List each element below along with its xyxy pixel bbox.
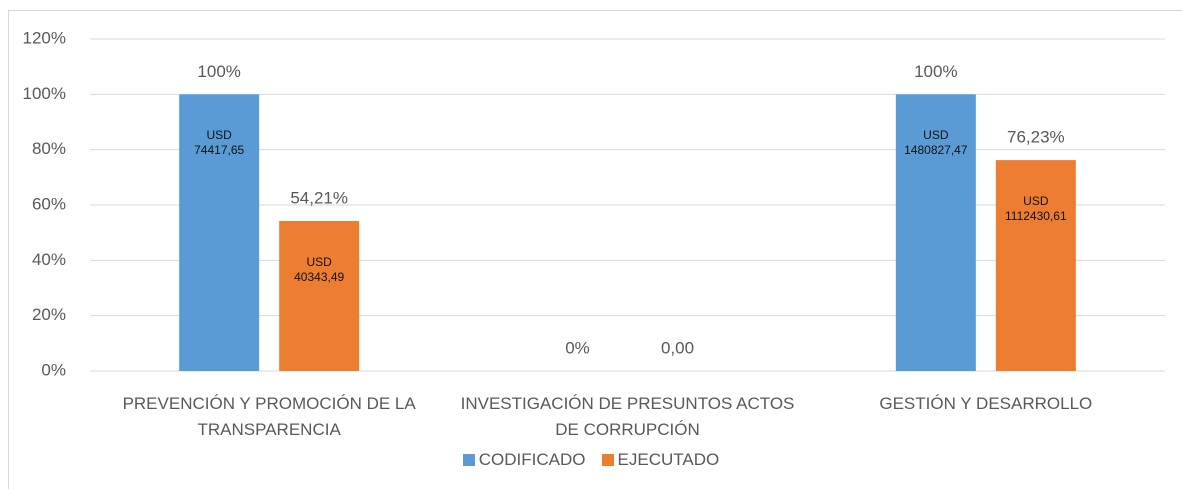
value-label: 0%: [565, 338, 590, 357]
y-tick-label: 0%: [41, 360, 66, 379]
value-label: 76,23%: [1007, 128, 1065, 147]
y-tick-label: 60%: [32, 194, 66, 213]
legend-label: EJECUTADO: [617, 450, 720, 469]
x-tick-label: PREVENCIÓN Y PROMOCIÓN DE LA TRANSPARENC…: [122, 394, 416, 439]
y-tick-label: 20%: [32, 305, 66, 324]
chart-border: [8, 10, 1182, 489]
legend: CODIFICADO EJECUTADO: [0, 450, 1182, 470]
amount-label: USD 1480827,47: [904, 128, 968, 158]
y-tick-label: 40%: [32, 250, 66, 269]
amount-label: USD 1112430,61: [1005, 194, 1067, 224]
bar: [179, 94, 260, 371]
value-label: 0,00: [661, 338, 694, 357]
legend-swatch: [462, 454, 475, 466]
value-label: 100%: [197, 62, 240, 81]
bar: [895, 94, 976, 371]
x-tick-label: GESTIÓN Y DESARROLLO: [879, 394, 1093, 413]
amount-label: USD 74417,65: [194, 128, 245, 158]
legend-item: CODIFICADO: [462, 450, 586, 470]
x-tick-label: INVESTIGACIÓN DE PRESUNTOS ACTOS DE CORR…: [460, 394, 795, 439]
legend-swatch: [601, 454, 614, 466]
legend-item: EJECUTADO: [601, 450, 720, 470]
bar: [995, 160, 1076, 371]
value-label: 100%: [914, 62, 957, 81]
amount-label: USD 40343,49: [294, 255, 345, 285]
value-label: 54,21%: [290, 189, 348, 208]
y-tick-label: 80%: [32, 139, 66, 158]
y-tick-label: 120%: [23, 28, 66, 47]
y-tick-label: 100%: [23, 84, 66, 103]
bar: [279, 221, 360, 371]
legend-label: CODIFICADO: [478, 450, 586, 469]
